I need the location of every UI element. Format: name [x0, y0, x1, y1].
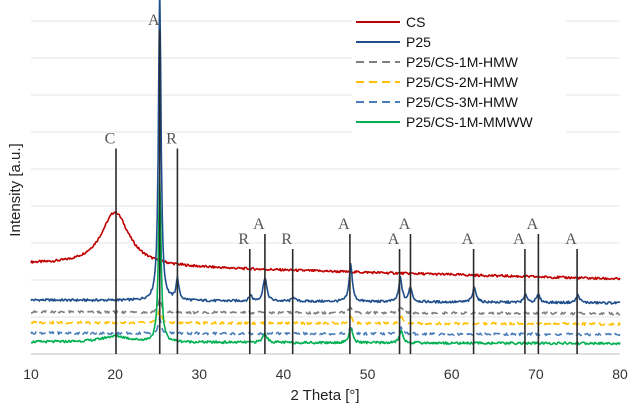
x-tick-label: 20 [107, 366, 123, 382]
peak-label: A [253, 216, 265, 233]
peak-label: A [399, 216, 411, 233]
x-axis-title: 2 Theta [°] [290, 387, 359, 404]
legend-label: P25/CS-1M-MMWW [406, 114, 534, 130]
series-line [30, 296, 621, 316]
x-tick-label: 80 [612, 366, 628, 382]
legend-box [352, 10, 566, 134]
legend: CS P25 P25/CS-1M-HMW P25/CS-2M-HMW P25/CS-3M… [352, 10, 566, 134]
legend-label: P25/CS-1M-HMW [406, 54, 519, 70]
peak-label: R [166, 131, 177, 148]
legend-label: P25/CS-2M-HMW [406, 74, 519, 90]
peak-label: A [527, 216, 539, 233]
x-tick-label: 40 [276, 366, 292, 382]
series-line [30, 175, 621, 346]
series-line [30, 316, 621, 337]
x-tick-label: 60 [444, 366, 460, 382]
legend-label: P25 [406, 34, 431, 50]
peak-label: A [388, 231, 400, 248]
x-tick-label: 50 [360, 366, 376, 382]
peak-label: A [565, 231, 577, 248]
x-tick-labels: 10 20 30 40 50 60 70 80 [23, 366, 628, 382]
peak-label: A [338, 216, 350, 233]
peak-label: R [281, 231, 292, 248]
peak-label: R [238, 231, 249, 248]
peak-label: A [513, 231, 525, 248]
peak-label: A [148, 12, 160, 29]
series-line [30, 308, 621, 326]
legend-label: CS [406, 14, 425, 30]
peak-label: C [105, 131, 116, 148]
x-tick-label: 70 [528, 366, 544, 382]
series-line [30, 0, 621, 305]
series-line [30, 210, 621, 281]
y-axis-title: Intensity [a.u.] [7, 143, 24, 236]
x-tick-label: 30 [191, 366, 207, 382]
gridlines [31, 20, 620, 318]
x-tick-label: 10 [23, 366, 39, 382]
peak-label: A [462, 231, 474, 248]
series-lines [30, 0, 621, 346]
legend-label: P25/CS-3M-HMW [406, 94, 519, 110]
